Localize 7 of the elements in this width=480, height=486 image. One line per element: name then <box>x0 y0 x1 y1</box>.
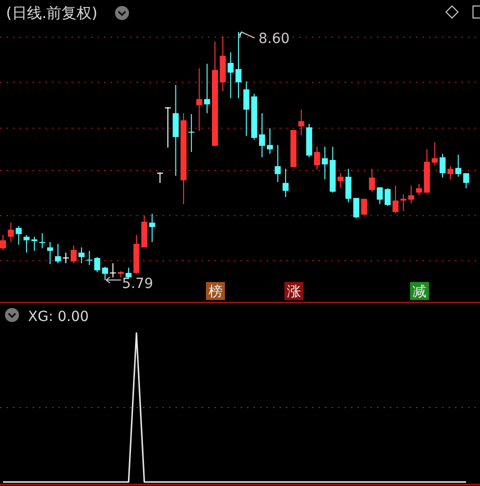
text: 榜 <box>208 284 222 300</box>
chart-title: (日线.前复权) <box>6 4 98 22</box>
text: 减 <box>412 284 427 300</box>
annotation: 8.60 <box>258 31 290 47</box>
text: 涨 <box>286 284 301 300</box>
chart-title: XG: 0.00 <box>28 309 89 325</box>
annotation: 5.79 <box>122 276 154 292</box>
